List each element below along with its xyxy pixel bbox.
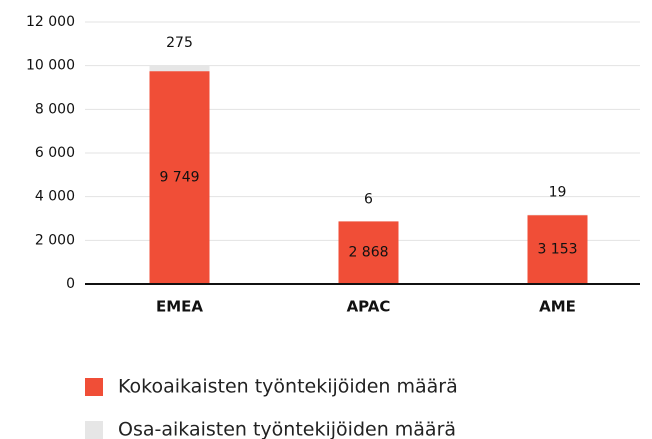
y-tick-label: 4 000	[35, 189, 75, 205]
x-tick-label: AME	[539, 298, 576, 316]
legend-label: Osa-aikaisten työntekijöiden määrä	[118, 419, 456, 439]
legend-label: Kokoaikaisten työntekijöiden määrä	[118, 376, 458, 398]
x-tick-label: EMEA	[156, 298, 203, 316]
y-tick-label: 10 000	[26, 58, 75, 74]
y-tick-label: 0	[66, 276, 75, 292]
x-tick-label: APAC	[347, 298, 391, 316]
y-tick-label: 6 000	[35, 145, 75, 161]
bar-segment	[149, 65, 210, 72]
bar-segment	[527, 215, 588, 284]
y-tick-label: 2 000	[35, 232, 75, 248]
bar-segment	[149, 71, 210, 284]
bar-segment	[338, 221, 399, 284]
value-label: 275	[166, 35, 193, 51]
value-label: 3 153	[537, 242, 577, 258]
legend-swatch	[85, 378, 103, 396]
value-label: 19	[549, 185, 567, 201]
legend-swatch	[85, 421, 103, 439]
value-label: 2 868	[348, 245, 388, 261]
value-label: 9 749	[159, 170, 199, 186]
y-tick-label: 8 000	[35, 101, 75, 117]
y-tick-label: 12 000	[26, 14, 75, 30]
value-label: 6	[364, 191, 373, 207]
